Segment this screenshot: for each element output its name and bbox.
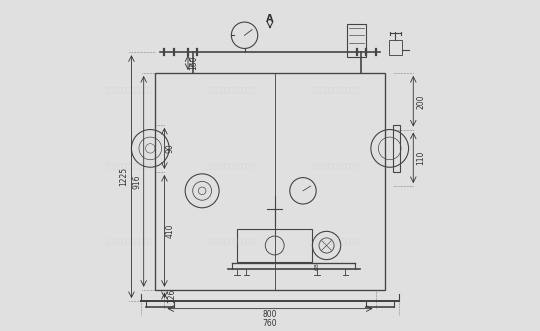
Text: 液压系统的故障诊断方法: 液压系统的故障诊断方法 — [313, 162, 359, 169]
Text: A: A — [266, 14, 274, 24]
Bar — [347, 24, 366, 57]
Bar — [389, 40, 402, 55]
Text: 160: 160 — [189, 55, 198, 70]
Text: 液压系统的故障诊断方法: 液压系统的故障诊断方法 — [209, 237, 255, 244]
Text: 90: 90 — [166, 144, 174, 153]
Text: 126: 126 — [167, 288, 177, 303]
Text: 916: 916 — [133, 174, 141, 189]
Text: 液压系统的故障诊断方法: 液压系统的故障诊断方法 — [313, 87, 359, 93]
Text: 液压系统的故障诊断方法: 液压系统的故障诊断方法 — [209, 162, 255, 169]
Text: 液压系统的故障诊断方法: 液压系统的故障诊断方法 — [105, 237, 152, 244]
Text: 液压系统的故障诊断方法: 液压系统的故障诊断方法 — [105, 87, 152, 93]
Bar — [393, 125, 400, 172]
Text: 液压系统的故障诊断方法: 液压系统的故障诊断方法 — [209, 87, 255, 93]
Text: 68: 68 — [315, 262, 320, 270]
Text: 1225: 1225 — [119, 167, 129, 186]
Text: 液压系统的故障诊断方法: 液压系统的故障诊断方法 — [313, 237, 359, 244]
Text: 110: 110 — [416, 151, 426, 165]
Bar — [237, 228, 313, 261]
Text: 液压系统的故障诊断方法: 液压系统的故障诊断方法 — [105, 162, 152, 169]
Text: 760: 760 — [262, 319, 278, 328]
Text: 200: 200 — [416, 94, 426, 109]
Text: 800: 800 — [263, 310, 277, 319]
Text: 410: 410 — [166, 224, 174, 238]
